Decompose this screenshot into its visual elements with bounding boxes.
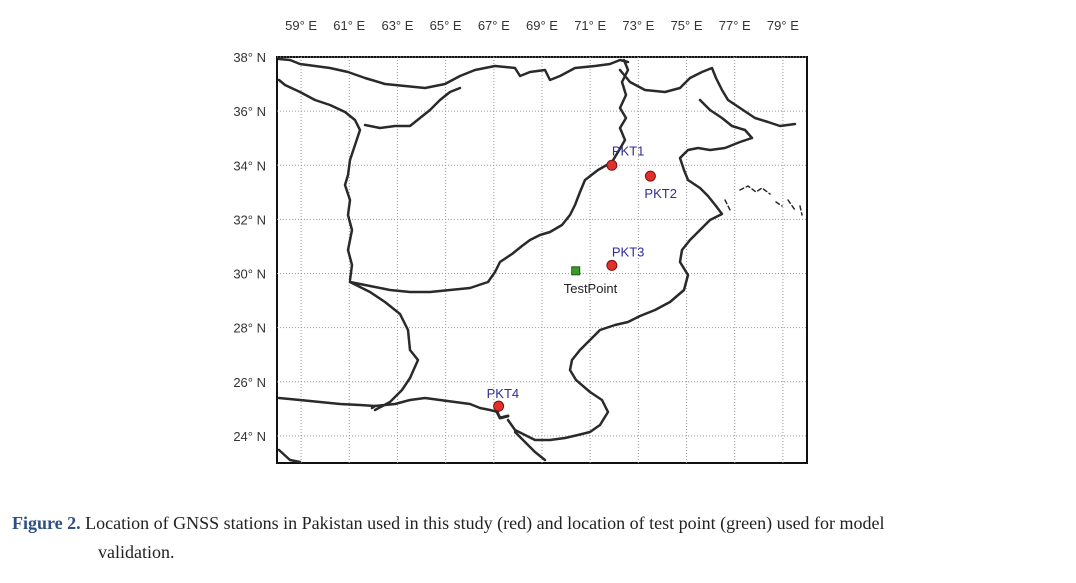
station-markers: PKT1 PKT2 PKT3 PKT4 TestPoint <box>487 143 677 412</box>
iran-pak-border <box>348 280 420 412</box>
longitude-label: 61° E <box>333 18 365 33</box>
latitude-label: 34° N <box>233 158 266 173</box>
longitude-label: 63° E <box>381 18 413 33</box>
caption-line1: Location of GNSS stations in Pakistan us… <box>85 513 885 533</box>
southern-border-east <box>513 430 547 462</box>
latitude-label: 36° N <box>233 104 266 119</box>
latitude-label: 30° N <box>233 267 266 282</box>
longitude-labels: 59° E 61° E 63° E 65° E 67° E 69° E 71° E 73° E… <box>285 18 799 33</box>
longitude-label: 59° E <box>285 18 317 33</box>
station-label: PKT3 <box>612 244 645 259</box>
map-svg: 59° E 61° E 63° E 65° E 67° E 69° E 71° E 73° E… <box>233 18 808 464</box>
latitude-labels: 38° N 36° N 34° N 32° N 30° N 28° N 26° N 24° N <box>233 50 266 444</box>
longitude-label: 75° E <box>671 18 703 33</box>
north-kashmir-border <box>506 98 754 442</box>
station-marker <box>644 170 656 182</box>
station-label: PKT1 <box>612 143 645 158</box>
station-marker <box>606 159 618 171</box>
longitude-label: 67° E <box>478 18 510 33</box>
gujarat-coast <box>370 404 377 410</box>
tajik-border <box>363 86 462 130</box>
station-label: PKT4 <box>487 386 520 401</box>
figure-caption: Figure 2. Location of GNSS stations in P… <box>12 509 1062 567</box>
longitude-label: 77° E <box>719 18 751 33</box>
southern-coast <box>277 396 500 414</box>
latitude-label: 38° N <box>233 50 266 65</box>
durand-line <box>348 58 630 294</box>
country-borders <box>277 57 803 464</box>
northern-border <box>277 57 630 90</box>
longitude-label: 65° E <box>430 18 462 33</box>
longitude-label: 79° E <box>767 18 799 33</box>
longitude-label: 71° E <box>574 18 606 33</box>
kashmir-loc <box>724 185 803 216</box>
indus-delta <box>495 410 510 420</box>
map-figure: 59° E 61° E 63° E 65° E 67° E 69° E 71° E 73° E… <box>233 18 808 464</box>
southwest-border <box>277 448 302 464</box>
caption-line2: validation. <box>98 542 175 562</box>
longitude-label: 73° E <box>622 18 654 33</box>
graticule <box>277 56 807 463</box>
station-marker <box>493 400 505 412</box>
latitude-label: 26° N <box>233 375 266 390</box>
test-point-marker <box>571 266 581 276</box>
test-point-label: TestPoint <box>564 281 618 296</box>
longitude-label: 69° E <box>526 18 558 33</box>
latitude-label: 32° N <box>233 212 266 227</box>
latitude-label: 24° N <box>233 429 266 444</box>
latitude-label: 28° N <box>233 321 266 336</box>
iran-afghan-border <box>277 78 362 282</box>
station-marker <box>606 259 618 271</box>
caption-label: Figure 2. <box>12 513 81 533</box>
station-label: PKT2 <box>644 186 677 201</box>
china-kashmir-border <box>618 66 797 128</box>
